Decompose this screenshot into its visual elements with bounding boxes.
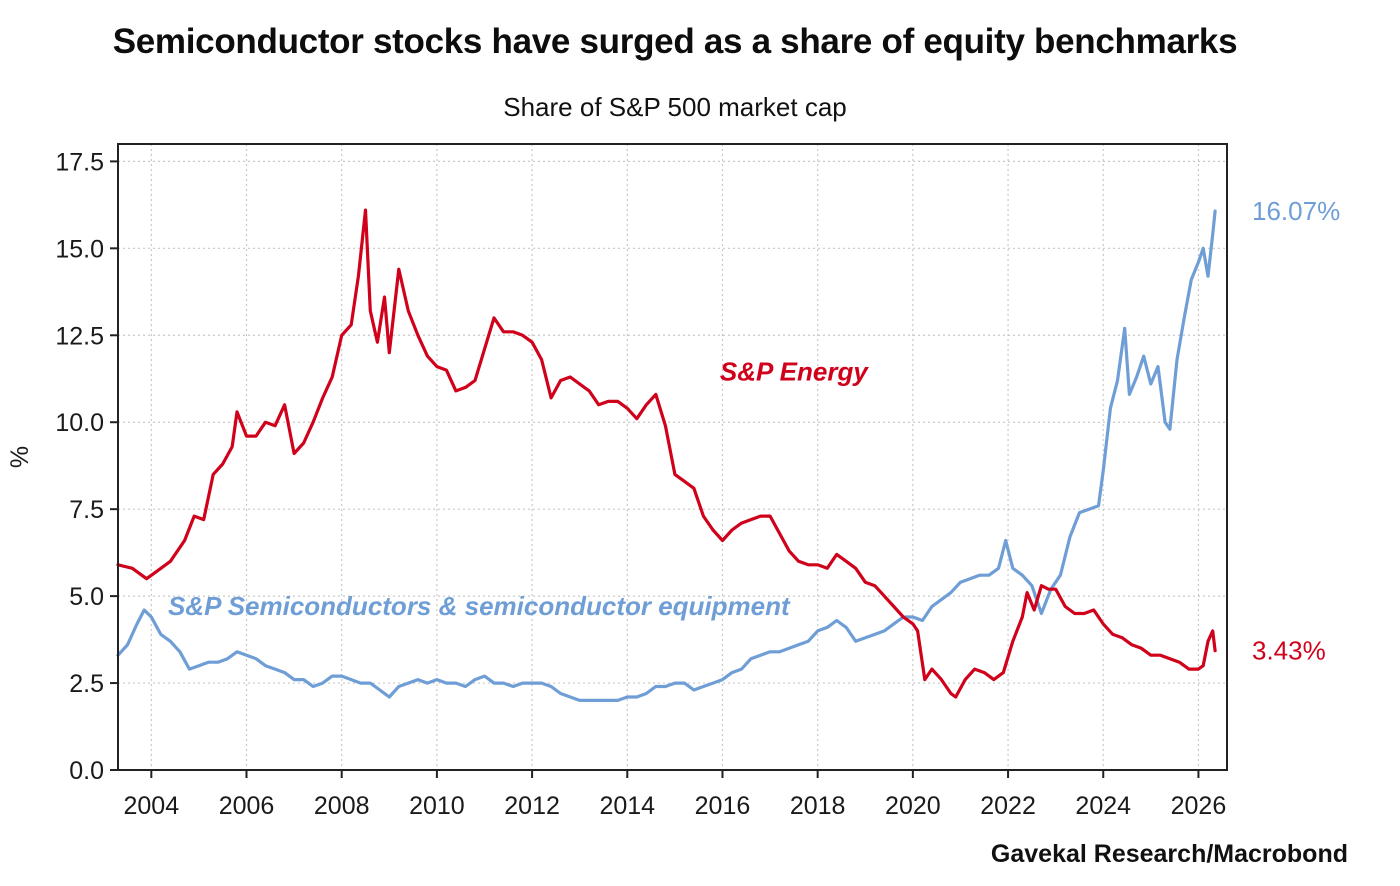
x-tick-label: 2026 xyxy=(1171,792,1227,820)
x-tick-label: 2012 xyxy=(504,792,560,820)
axis-ticks: 0.0 2.5 5.0 7.5 10.0 12.5 15.0 17.5 2004 2006 2008… xyxy=(55,148,1226,820)
gridlines xyxy=(118,144,1227,770)
plot-frame xyxy=(117,143,1228,771)
energy-series-label: S&P Energy xyxy=(720,356,869,386)
y-tick-label: 17.5 xyxy=(55,148,104,176)
x-tick-label: 2016 xyxy=(695,792,751,820)
semis-series-label: S&P Semiconductors & semiconductor equip… xyxy=(168,591,791,621)
x-tick-label: 2006 xyxy=(219,792,275,820)
x-tick-label: 2008 xyxy=(314,792,370,820)
semis-series-line xyxy=(116,209,1217,702)
y-tick-label: 10.0 xyxy=(55,409,104,437)
x-tick-label: 2010 xyxy=(409,792,465,820)
x-tick-label: 2014 xyxy=(599,792,655,820)
y-tick-label: 7.5 xyxy=(69,496,104,524)
series-lines xyxy=(116,208,1217,702)
y-tick-label: 15.0 xyxy=(55,235,104,263)
x-tick-label: 2004 xyxy=(124,792,180,820)
x-tick-label: 2018 xyxy=(790,792,846,820)
y-tick-label: 5.0 xyxy=(69,583,104,611)
chart-title: Semiconductor stocks have surged as a sh… xyxy=(112,22,1238,61)
x-tick-label: 2024 xyxy=(1075,792,1131,820)
y-tick-label: 2.5 xyxy=(69,670,104,698)
source-credit: Gavekal Research/Macrobond xyxy=(990,840,1348,868)
chart-subtitle: Share of S&P 500 market cap xyxy=(503,92,847,122)
x-tick-label: 2020 xyxy=(885,792,941,820)
y-tick-label: 0.0 xyxy=(69,757,104,785)
y-tick-label: 12.5 xyxy=(55,322,104,350)
y-axis-title: % xyxy=(6,446,34,468)
semis-end-value-label: 16.07% xyxy=(1252,196,1340,226)
energy-end-value-label: 3.43% xyxy=(1252,636,1326,666)
energy-series-line xyxy=(116,208,1217,699)
x-tick-label: 2022 xyxy=(980,792,1036,820)
